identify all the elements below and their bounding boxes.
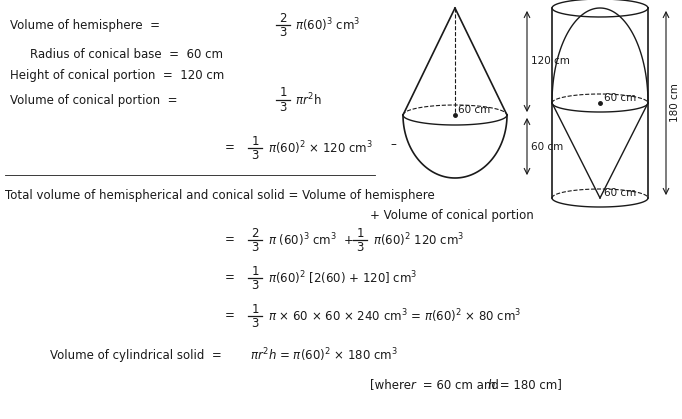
Text: $r$: $r$ — [410, 378, 417, 391]
Text: Volume of hemisphere  =: Volume of hemisphere = — [10, 18, 160, 31]
Text: 120 cm: 120 cm — [531, 57, 570, 67]
Text: 3: 3 — [251, 148, 258, 161]
Text: 60 cm: 60 cm — [458, 105, 490, 115]
Text: Volume of cylindrical solid  =: Volume of cylindrical solid = — [50, 349, 229, 362]
Text: 1: 1 — [251, 264, 258, 277]
Text: 2: 2 — [251, 227, 258, 240]
Text: $\pi r^2 h$ = $\pi$(60)$^2$ × 180 cm$^3$: $\pi r^2 h$ = $\pi$(60)$^2$ × 180 cm$^3$ — [250, 346, 398, 364]
Text: = 180 cm]: = 180 cm] — [496, 378, 562, 391]
Text: + Volume of conical portion: + Volume of conical portion — [370, 209, 534, 222]
Text: 1: 1 — [251, 134, 258, 147]
Text: Total volume of hemispherical and conical solid = Volume of hemisphere: Total volume of hemispherical and conica… — [5, 189, 434, 202]
Text: 1: 1 — [251, 303, 258, 316]
Text: 1: 1 — [356, 227, 364, 240]
Text: 60 cm: 60 cm — [604, 93, 636, 103]
Text: $\pi r^2$h: $\pi r^2$h — [295, 92, 322, 108]
Text: 3: 3 — [280, 101, 286, 114]
Text: 1: 1 — [279, 86, 286, 99]
Text: 3: 3 — [356, 241, 364, 253]
Text: $h$: $h$ — [487, 378, 496, 392]
Text: 60 cm: 60 cm — [531, 142, 563, 152]
Text: –: – — [390, 139, 396, 152]
Text: =: = — [225, 142, 235, 155]
Text: 3: 3 — [251, 316, 258, 329]
Text: $\pi$(60)$^2$ [2(60) + 120] cm$^3$: $\pi$(60)$^2$ [2(60) + 120] cm$^3$ — [268, 269, 417, 287]
Text: 3: 3 — [280, 26, 286, 39]
Text: = 60 cm and: = 60 cm and — [419, 378, 503, 391]
Text: 2: 2 — [279, 11, 286, 24]
Text: Volume of conical portion  =: Volume of conical portion = — [10, 93, 177, 106]
Text: 60 cm: 60 cm — [604, 188, 636, 198]
Text: =: = — [225, 310, 235, 323]
Text: $\pi$ (60)$^3$ cm$^3$  +: $\pi$ (60)$^3$ cm$^3$ + — [268, 231, 359, 249]
Text: 3: 3 — [251, 241, 258, 253]
Text: $\pi$(60)$^2$ × 120 cm$^3$: $\pi$(60)$^2$ × 120 cm$^3$ — [268, 139, 373, 157]
Text: Height of conical portion  =  120 cm: Height of conical portion = 120 cm — [10, 68, 224, 82]
Text: 180 cm: 180 cm — [670, 83, 680, 122]
Text: 3: 3 — [251, 279, 258, 292]
Text: $\pi$(60)$^3$ cm$^3$: $\pi$(60)$^3$ cm$^3$ — [295, 16, 360, 34]
Text: $\pi$(60)$^2$ 120 cm$^3$: $\pi$(60)$^2$ 120 cm$^3$ — [373, 231, 464, 249]
Text: $\pi$ × 60 × 60 × 240 cm$^3$ = $\pi$(60)$^2$ × 80 cm$^3$: $\pi$ × 60 × 60 × 240 cm$^3$ = $\pi$(60)… — [268, 307, 522, 325]
Text: =: = — [225, 233, 235, 246]
Text: Radius of conical base  =  60 cm: Radius of conical base = 60 cm — [30, 49, 223, 62]
Text: [where: [where — [370, 378, 415, 391]
Text: =: = — [225, 272, 235, 285]
